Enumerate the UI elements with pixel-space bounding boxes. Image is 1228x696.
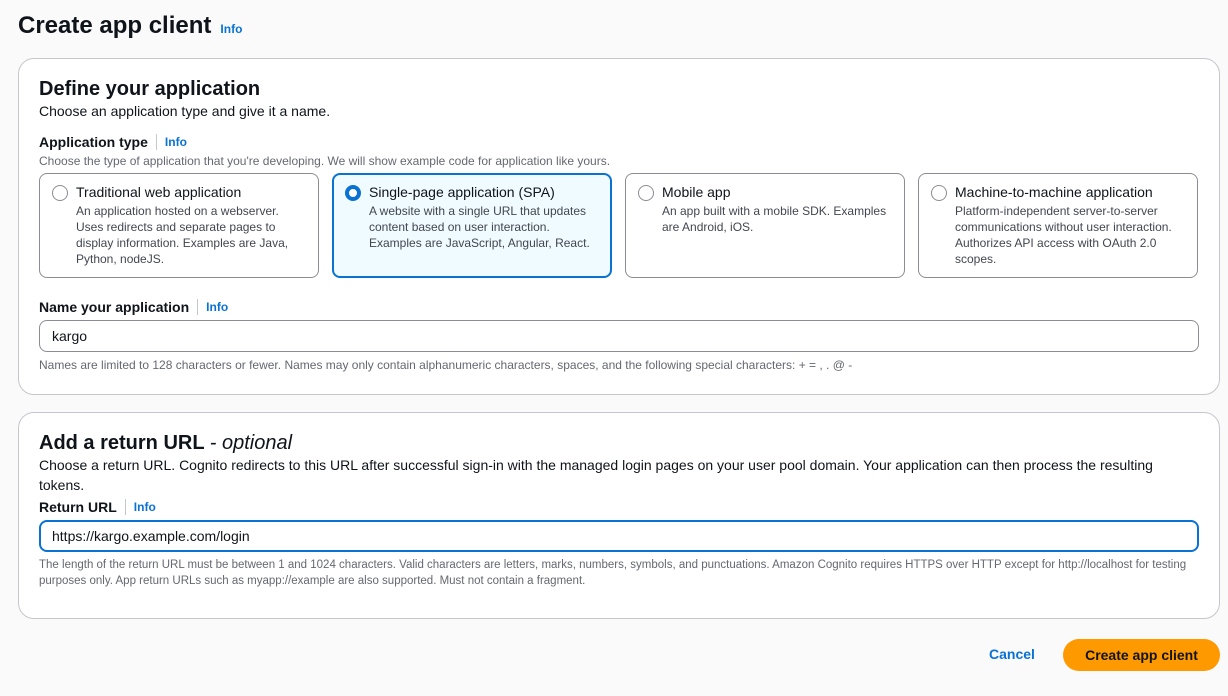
label-text: Return URL <box>39 499 117 515</box>
divider <box>124 499 126 515</box>
tile-title: Mobile app <box>662 184 731 200</box>
tile-description: A website with a single URL that updates… <box>369 204 590 250</box>
return-url-panel: Add a return URL - optional Choose a ret… <box>18 412 1220 619</box>
tile-spa[interactable]: Single-page application (SPA) A website w… <box>332 173 612 278</box>
application-name-input[interactable] <box>39 320 1199 352</box>
tile-description: An app built with a mobile SDK. Examples… <box>662 204 887 234</box>
radio-button[interactable] <box>931 185 947 201</box>
name-hint: Names are limited to 128 characters or f… <box>39 358 853 372</box>
tile-mobile-app[interactable]: Mobile app An app built with a mobile SDK… <box>625 173 905 278</box>
tile-traditional-web[interactable]: Traditional web application An applicatio… <box>39 173 319 278</box>
section-description: Choose a return URL. Cognito redirects t… <box>39 457 1153 493</box>
define-application-panel: Define your application Choose an applic… <box>18 58 1220 395</box>
tile-title: Single-page application (SPA) <box>369 184 555 200</box>
info-link[interactable]: Info <box>206 300 229 314</box>
application-type-radio-group: Traditional web application An applicatio… <box>39 173 1199 278</box>
tile-description: An application hosted on a webserver. Us… <box>76 204 289 266</box>
tile-title: Traditional web application <box>76 184 242 200</box>
page-header: Create app client Info <box>18 12 242 40</box>
create-app-client-button[interactable]: Create app client <box>1063 639 1220 671</box>
label-text: Name your application <box>39 299 190 315</box>
return-url-hint: The length of the return URL must be bet… <box>39 559 1187 587</box>
cancel-button[interactable]: Cancel <box>989 646 1035 662</box>
divider <box>197 299 199 315</box>
tile-description: Platform-independent server-to-server co… <box>955 204 1172 266</box>
info-link[interactable]: Info <box>220 22 243 36</box>
info-link[interactable]: Info <box>164 135 187 149</box>
divider <box>155 134 157 150</box>
radio-button[interactable] <box>638 185 654 201</box>
radio-button[interactable] <box>52 185 68 201</box>
application-type-label: Application type Info <box>39 134 1199 150</box>
section-description: Choose an application type and give it a… <box>39 103 331 119</box>
optional-tag: - optional <box>209 432 293 454</box>
page-title: Create app client <box>18 12 212 39</box>
radio-button-selected[interactable] <box>345 185 361 201</box>
label-text: Application type <box>39 134 148 150</box>
section-heading: Add a return URL - optional <box>39 431 1199 455</box>
tile-title: Machine-to-machine application <box>955 184 1153 200</box>
info-link[interactable]: Info <box>133 500 156 514</box>
tile-machine-to-machine[interactable]: Machine-to-machine application Platform-i… <box>918 173 1198 278</box>
application-type-hint: Choose the type of application that you'… <box>39 154 611 168</box>
return-url-label: Return URL Info <box>39 499 1199 515</box>
name-label: Name your application Info <box>39 299 1199 315</box>
heading-text: Add a return URL <box>39 432 205 454</box>
section-heading: Define your application <box>39 78 261 100</box>
return-url-input[interactable] <box>39 520 1199 552</box>
